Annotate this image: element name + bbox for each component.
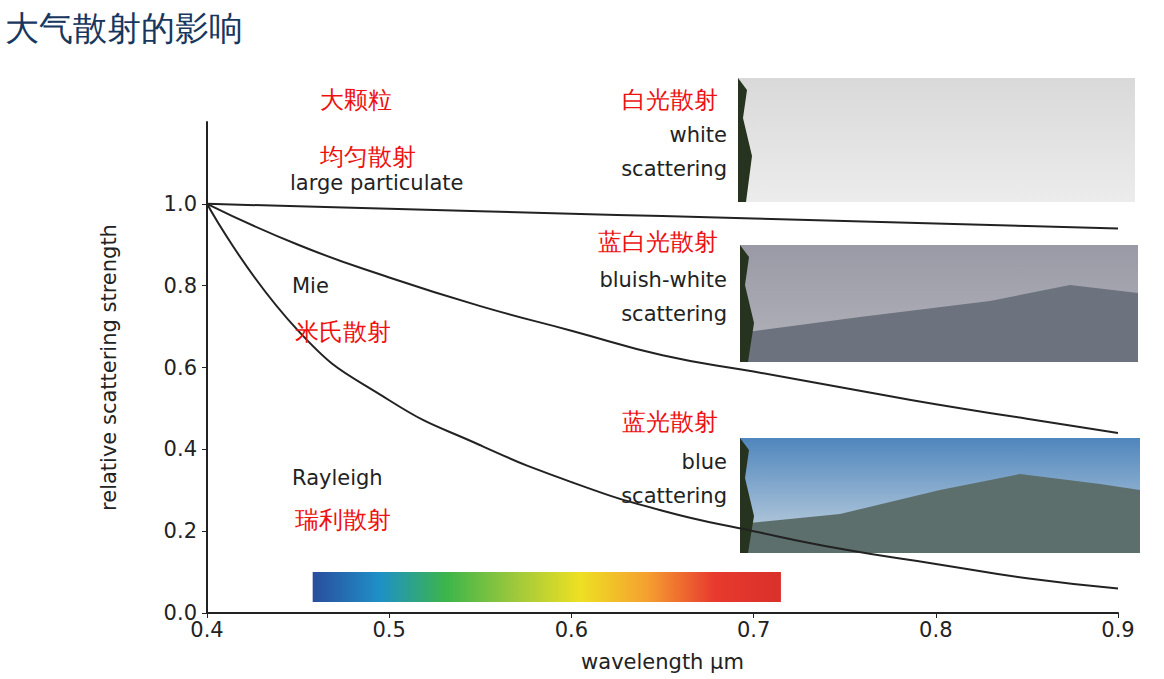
svg-text:0.9: 0.9	[1101, 618, 1134, 642]
svg-text:瑞利散射: 瑞利散射	[295, 506, 391, 534]
svg-text:Mie: Mie	[292, 274, 329, 298]
svg-text:scattering: scattering	[621, 484, 727, 508]
svg-text:蓝白光散射: 蓝白光散射	[598, 228, 718, 256]
svg-text:0.8: 0.8	[919, 618, 952, 642]
svg-text:relative scattering strength: relative scattering strength	[97, 224, 121, 511]
svg-text:白光散射: 白光散射	[622, 86, 718, 114]
svg-text:0.4: 0.4	[190, 618, 223, 642]
svg-text:0.7: 0.7	[737, 618, 770, 642]
svg-text:bluish-white: bluish-white	[599, 268, 727, 292]
svg-text:large particulate: large particulate	[290, 171, 464, 195]
svg-text:white: white	[670, 123, 727, 147]
svg-text:wavelength μm: wavelength μm	[581, 650, 744, 674]
svg-text:大气散射的影响: 大气散射的影响	[5, 8, 243, 48]
svg-text:蓝光散射: 蓝光散射	[622, 408, 718, 436]
svg-text:大颗粒: 大颗粒	[320, 86, 392, 114]
svg-text:1.0: 1.0	[164, 192, 197, 216]
svg-text:scattering: scattering	[621, 157, 727, 181]
svg-text:0.8: 0.8	[164, 274, 197, 298]
svg-text:0.0: 0.0	[163, 601, 197, 625]
svg-text:0.5: 0.5	[372, 618, 405, 642]
svg-text:米氏散射: 米氏散射	[295, 318, 391, 346]
svg-text:均匀散射: 均匀散射	[319, 143, 416, 171]
svg-text:scattering: scattering	[621, 302, 727, 326]
svg-text:Rayleigh: Rayleigh	[292, 466, 383, 490]
svg-text:0.2: 0.2	[164, 519, 197, 543]
svg-text:0.4: 0.4	[164, 437, 197, 461]
svg-text:0.6: 0.6	[555, 618, 588, 642]
svg-text:0.6: 0.6	[164, 356, 197, 380]
svg-text:blue: blue	[682, 450, 727, 474]
